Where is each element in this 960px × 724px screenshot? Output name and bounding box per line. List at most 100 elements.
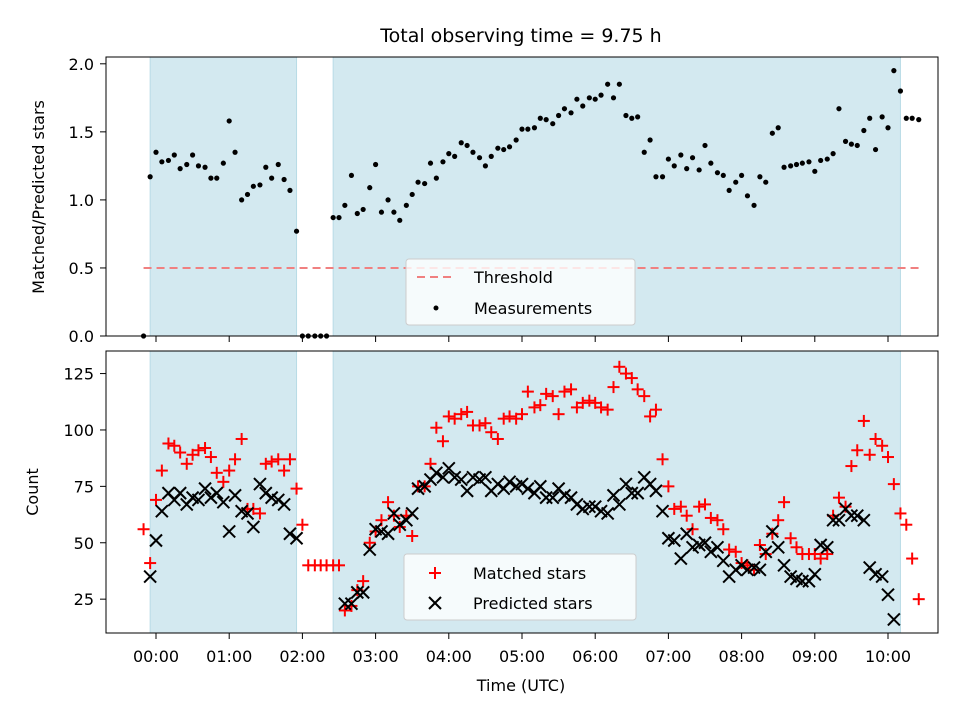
matched-star-marker	[790, 541, 803, 554]
matched-star-marker	[821, 548, 834, 561]
measurement-point	[702, 142, 708, 149]
predicted-star-marker	[210, 486, 224, 500]
matched-star-marker	[882, 451, 894, 464]
matched-star-marker	[558, 385, 571, 398]
measurement-point	[153, 149, 159, 155]
predicted-star-marker	[606, 488, 621, 503]
count-points	[137, 360, 925, 627]
predicted-star-marker-b	[350, 585, 365, 600]
matched-star-marker	[631, 383, 644, 396]
predicted-star-marker	[533, 479, 548, 494]
matched-star-marker	[644, 410, 657, 423]
matched-star-marker	[814, 552, 827, 565]
matched-star-marker	[534, 399, 547, 412]
measurement-point	[763, 179, 769, 185]
matched-star-marker	[406, 529, 419, 542]
matched-star-marker	[278, 464, 291, 477]
measurement-point	[427, 160, 434, 166]
predicted-star-marker	[667, 533, 681, 548]
predicted-star-marker	[191, 493, 206, 507]
predicted-star-marker-b	[759, 545, 773, 559]
matched-star-marker	[748, 563, 761, 576]
matched-star-marker	[729, 545, 742, 558]
measurement-point	[769, 130, 775, 136]
predicted-star-marker-b	[716, 554, 731, 568]
matched-star-marker	[668, 502, 681, 515]
matched-star-marker	[455, 408, 468, 421]
x-tick-label: 02:00	[279, 647, 325, 666]
top-panel: 0.00.51.01.52.0 Matched/Predicted stars …	[29, 55, 939, 346]
y-tick-label: 2.0	[69, 55, 94, 74]
matched-star-marker	[162, 437, 175, 450]
measurement-point	[580, 103, 586, 109]
matched-star-marker	[552, 408, 565, 421]
matched-star-marker	[168, 439, 181, 452]
matched-star-marker	[521, 385, 534, 398]
matched-star-marker	[595, 401, 608, 414]
measurement-point	[385, 197, 391, 203]
measurement-point	[232, 149, 238, 155]
predicted-star-marker	[502, 475, 517, 489]
matched-star-marker	[272, 453, 285, 466]
measurement-point	[360, 206, 366, 213]
measurement-point	[665, 156, 672, 162]
measurement-point	[720, 172, 726, 179]
measurement-point	[659, 174, 666, 180]
measurement-point	[446, 151, 452, 157]
predicted-star-marker	[832, 513, 846, 527]
measurement-point	[897, 88, 904, 94]
predicted-star-marker-b	[783, 569, 798, 584]
measurement-point	[799, 160, 805, 166]
predicted-star-marker-b	[173, 486, 187, 500]
observing-interval-1	[149, 56, 298, 337]
predicted-star-marker-b	[289, 531, 304, 545]
predicted-star-marker-b	[210, 486, 224, 500]
y-tick-label: 50	[74, 534, 94, 553]
predicted-star-marker	[887, 612, 901, 627]
predicted-star-marker	[344, 596, 359, 611]
predicted-star-marker-b	[698, 536, 712, 550]
predicted-star-marker	[655, 504, 670, 518]
predicted-star-marker	[356, 585, 370, 600]
measurement-point	[861, 127, 867, 134]
predicted-star-marker-b	[155, 504, 169, 518]
legend-matched-swatch	[429, 567, 441, 579]
predicted-star-marker	[222, 524, 236, 539]
matched-star-marker	[180, 457, 193, 470]
predicted-star-marker-b	[521, 481, 535, 496]
matched-star-marker	[772, 514, 785, 527]
measurement-point	[818, 157, 824, 164]
matched-star-marker	[876, 439, 889, 452]
matched-star-marker	[235, 432, 248, 445]
matched-star-marker	[699, 498, 711, 511]
measurement-point	[165, 157, 172, 164]
measurement-point	[903, 115, 909, 121]
predicted-star-marker	[612, 497, 627, 512]
predicted-star-marker	[149, 533, 163, 548]
predicted-star-marker-b	[234, 504, 249, 518]
measurement-point	[470, 149, 476, 155]
y-tick-label: 100	[63, 421, 94, 440]
matched-star-marker	[473, 419, 486, 432]
predicted-star-marker-b	[564, 490, 578, 505]
measurement-point	[739, 172, 745, 179]
measurement-point	[525, 126, 531, 132]
chart-title: Total observing time = 9.75 h	[379, 25, 661, 47]
measurement-point	[214, 175, 220, 181]
predicted-star-marker-b	[454, 472, 468, 487]
predicted-star-marker-b	[667, 533, 681, 548]
matched-star-marker	[253, 507, 266, 520]
predicted-star-marker-b	[228, 488, 242, 503]
matched-star-marker	[479, 417, 492, 430]
predicted-star-marker-b	[600, 506, 615, 521]
matched-star-marker	[210, 466, 223, 479]
matched-star-marker	[906, 552, 919, 565]
measurement-point	[641, 149, 647, 155]
predicted-star-marker-b	[777, 558, 791, 573]
predicted-star-marker-b	[868, 567, 883, 582]
measurement-points	[140, 68, 922, 339]
predicted-star-marker-b	[253, 477, 267, 491]
matched-star-marker	[382, 496, 395, 509]
measurement-point	[537, 115, 543, 121]
predicted-star-marker-b	[222, 524, 236, 539]
